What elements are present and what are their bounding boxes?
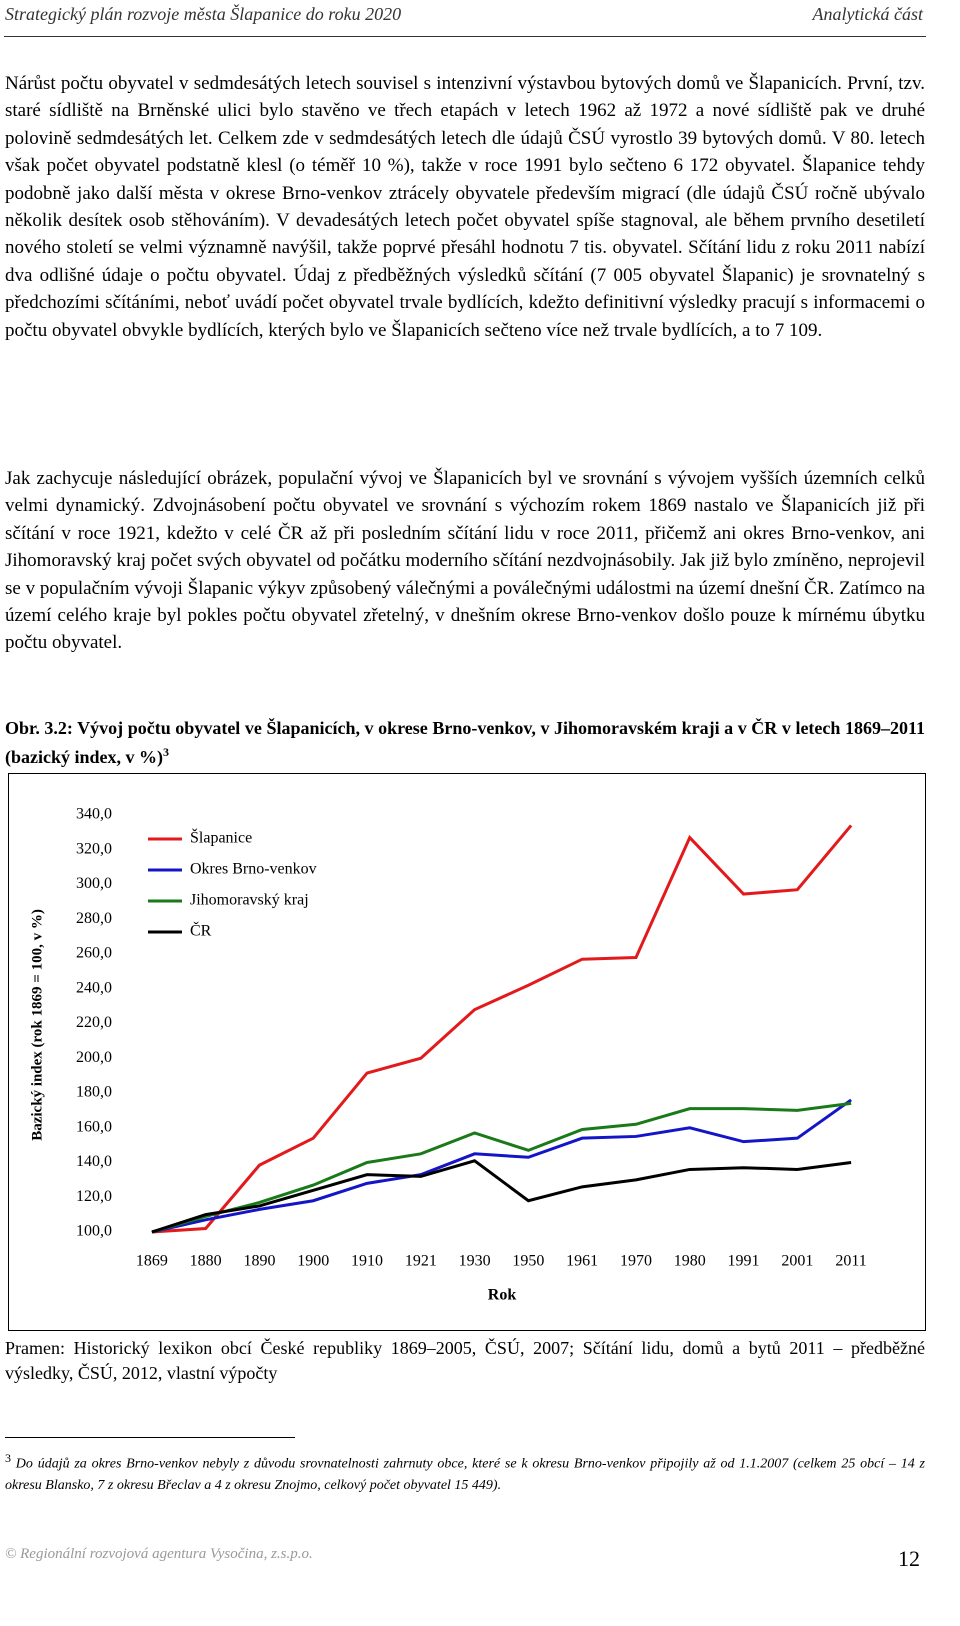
header-section: Analytická část [812,4,923,24]
header-title: Strategický plán rozvoje města Šlapanice… [5,4,402,24]
y-tick-label: 320,0 [76,840,112,857]
y-axis-title: Bazický index (rok 1869 = 100, v %) [29,909,45,1141]
series-line [151,1101,852,1234]
paragraph: Jak zachycuje následující obrázek, popul… [5,468,925,654]
y-tick-label: 180,0 [76,1084,112,1101]
legend-label: Šlapanice [190,828,252,847]
y-tick-label: 140,0 [76,1153,112,1170]
caption-note-mark: 3 [163,745,170,759]
footnote-rule [5,1437,295,1438]
series-line [151,824,853,1234]
x-tick-label: 1890 [243,1253,275,1270]
footnote-mark: 3 [5,1451,11,1465]
source-note: Pramen: Historický lexikon obcí České re… [5,1338,925,1383]
x-tick-label: 1961 [566,1253,598,1270]
chart: Bazický index (rok 1869 = 100, v %) Rok … [8,773,926,1331]
x-tick-label: 1950 [512,1253,544,1270]
caption-text: Obr. 3.2: Vývoj počtu obyvatel ve Šlapan… [5,718,925,767]
x-tick-label: 1970 [620,1253,652,1270]
y-tick-label: 340,0 [76,806,112,823]
x-tick-label: 1991 [728,1253,760,1270]
y-tick-label: 200,0 [76,1049,112,1066]
series-line [151,1098,852,1234]
series-line [151,1159,852,1234]
chart-frame [8,773,926,1331]
x-tick-label: 1921 [405,1253,437,1270]
x-axis-title: Rok [488,1287,517,1304]
y-tick-label: 280,0 [76,910,112,927]
paragraph: Nárůst počtu obyvatel v sedmdesátých let… [5,73,925,341]
legend-label: Jihomoravský kraj [190,892,309,909]
x-tick-label: 1900 [297,1253,329,1270]
legend-label: ČR [190,921,212,940]
y-tick-label: 220,0 [76,1014,112,1031]
y-tick-label: 160,0 [76,1118,112,1135]
y-tick-label: 120,0 [76,1188,112,1205]
x-tick-label: 2011 [835,1253,866,1270]
x-tick-label: 1880 [190,1253,222,1270]
figure-caption: Obr. 3.2: Vývoj počtu obyvatel ve Šlapan… [5,716,925,769]
x-tick-label: 1930 [459,1253,491,1270]
x-tick-label: 1869 [136,1253,168,1270]
page-number: 12 [898,1546,920,1571]
y-tick-label: 240,0 [76,979,112,996]
x-tick-label: 1910 [351,1253,383,1270]
y-tick-label: 100,0 [76,1223,112,1240]
header-rule [4,36,926,37]
footnote-text: Do údajů za okres Brno-venkov nebyly z d… [5,1456,926,1493]
legend-label: Okres Brno-venkov [190,861,317,878]
y-tick-label: 300,0 [76,875,112,892]
y-tick-label: 260,0 [76,945,112,962]
footnote: 3 Do údajů za okres Brno-venkov nebyly z… [5,1448,925,1496]
x-tick-label: 2001 [781,1253,813,1270]
x-tick-label: 1980 [674,1253,706,1270]
footer-text: © Regionální rozvojová agentura Vysočina… [5,1546,313,1562]
